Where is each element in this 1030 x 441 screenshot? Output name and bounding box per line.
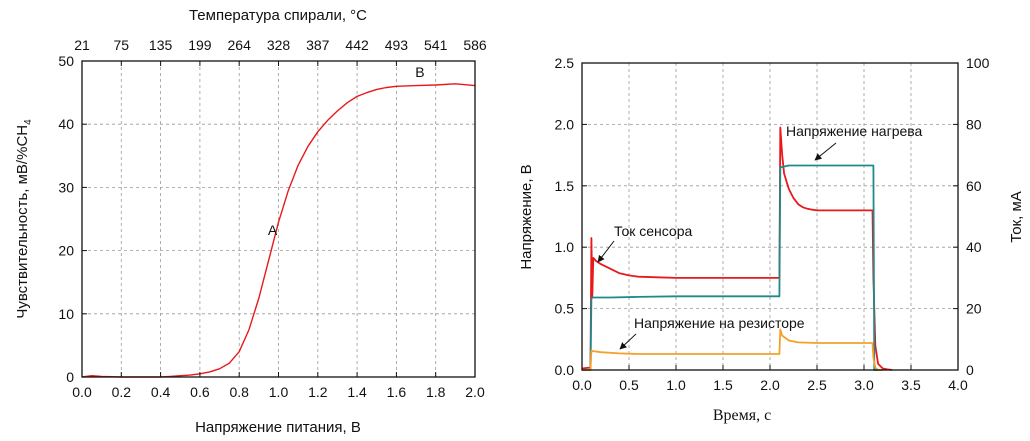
top-tick-label: 264 [228,37,252,53]
x-tick-label: 1.0 [269,384,289,400]
annotation-b: B [415,64,424,80]
x-tick-label: 0.4 [151,384,171,400]
y-tick-label: 30 [58,179,74,195]
chart2-grid [582,63,958,370]
arrow-resistor-voltage [619,333,637,350]
x-tick-label: 0.5 [619,377,639,393]
sensor-current-curve [581,126,893,371]
y-tick-label: 10 [58,306,74,322]
arrow-sensor-current [597,240,615,263]
top-tick-label: 75 [114,37,130,53]
y-tick-label: 50 [58,53,74,69]
x-tick-label: 0.0 [572,377,592,393]
resistor-voltage-curve [582,328,883,371]
chart2-y2-axis-title: Ток, мА [1008,191,1025,243]
x-tick-label: 1.8 [426,384,446,400]
chart2-ticks: 0.0 0.5 1.0 1.5 2.0 2.5 3.0 3.5 4.0 0.0 0.5 1.0 1.5 2… [555,55,990,393]
y-tick-label: 0.0 [555,362,575,378]
top-tick-label: 328 [267,37,291,53]
y2-tick-label: 80 [966,116,982,132]
heating-voltage-curve [582,164,883,371]
top-tick-label: 387 [306,37,330,53]
label-resistor-voltage: Напряжение на резисторе [634,315,805,331]
x-tick-label: 2.5 [807,377,827,393]
top-tick-label: 21 [74,37,90,53]
label-heating-voltage: Напряжение нагрева [786,123,923,139]
top-tick-label: 199 [188,37,212,53]
chart1-y-axis-title-subscript: 4 [23,119,34,125]
x-tick-label: 1.0 [666,377,686,393]
x-tick-label: 2.0 [465,384,485,400]
y-tick-label: 2.5 [555,55,575,71]
x-tick-label: 0.0 [72,384,92,400]
chart1-x-axis-title: Напряжение питания, В [195,419,361,436]
top-tick-label: 442 [345,37,369,53]
y2-tick-label: 0 [966,362,974,378]
chart1-y-axis-title-main: Чувствительность, мВ/%CH [14,125,31,319]
x-tick-label: 1.2 [308,384,328,400]
y2-tick-label: 20 [966,301,982,317]
y2-tick-label: 60 [966,178,982,194]
top-tick-label: 135 [149,37,173,53]
chart2-series-layer [581,126,893,371]
chart1-ticks: 0.0 0.2 0.4 0.6 0.8 1.0 1.2 1.4 1.6 1.8 2.0 0 10 20 30… [58,37,486,400]
x-tick-label: 4.0 [948,377,968,393]
sensitivity-chart: 0.0 0.2 0.4 0.6 0.8 1.0 1.2 1.4 1.6 1.8 2.0 0 10 20 30… [14,7,487,436]
x-tick-label: 1.4 [347,384,367,400]
y-tick-label: 2.0 [555,116,575,132]
x-tick-label: 3.0 [854,377,874,393]
y-tick-label: 40 [58,116,74,132]
y2-tick-label: 100 [966,55,990,71]
y-tick-label: 20 [58,243,74,259]
y-tick-label: 1.0 [555,239,575,255]
x-tick-label: 2.0 [760,377,780,393]
x-tick-label: 1.6 [387,384,407,400]
top-tick-label: 541 [424,37,448,53]
x-tick-label: 0.8 [229,384,249,400]
x-tick-label: 0.2 [112,384,132,400]
x-tick-label: 1.5 [713,377,733,393]
x-tick-label: 3.5 [901,377,921,393]
timing-chart: 0.0 0.5 1.0 1.5 2.0 2.5 3.0 3.5 4.0 0.0 0.5 1.0 1.5 2… [518,55,1025,424]
chart2-y-axis-title: Напряжение, В [518,164,535,269]
top-tick-label: 493 [385,37,409,53]
x-tick-label: 0.6 [190,384,210,400]
y2-tick-label: 40 [966,239,982,255]
y-tick-label: 1.5 [555,178,575,194]
top-tick-label: 586 [463,37,487,53]
arrow-heating-voltage [814,142,837,161]
chart2-x-axis-title: Время, с [713,407,771,424]
chart1-top-axis-title: Температура спирали, °C [189,7,367,24]
y-tick-label: 0 [66,369,74,385]
chart1-grid [82,61,475,377]
y-tick-label: 0.5 [555,301,575,317]
chart1-y-axis-title: Чувствительность, мВ/%CH4 [14,119,34,319]
label-sensor-current: Ток сенсора [614,223,693,239]
annotation-a: A [268,222,278,238]
